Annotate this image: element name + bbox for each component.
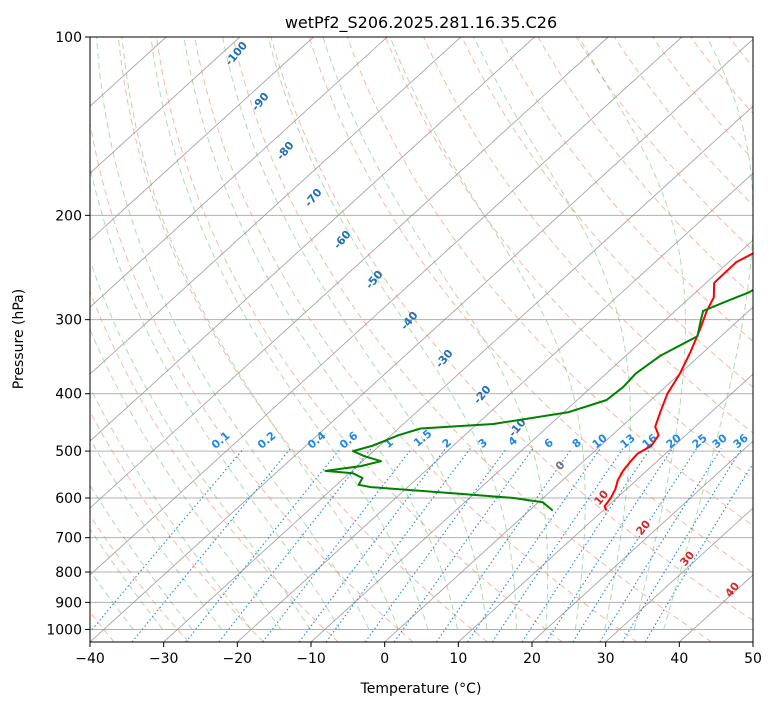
isotherm-line [90, 37, 609, 509]
isotherm-line [237, 172, 753, 642]
isotherm-line [310, 239, 753, 642]
mixing-ratio-line [364, 448, 507, 642]
mixing-ratio-line [185, 448, 341, 642]
mixing-ratio-line [393, 448, 534, 642]
x-tick-label: 0 [380, 651, 389, 667]
mixing-ratio-line [621, 448, 743, 642]
y-tick-label: 200 [55, 208, 82, 224]
isotherm-line [458, 373, 753, 642]
dry-adiabat-line [194, 37, 638, 642]
mixing-ratio-line [218, 448, 372, 642]
moist-adiabat-line [183, 37, 458, 630]
x-tick-label: 40 [670, 651, 688, 667]
y-tick-label: 900 [55, 595, 82, 611]
moist-adiabat-line [90, 437, 223, 630]
y-tick-label: 700 [55, 531, 82, 547]
dry-adiabat-line [346, 37, 753, 527]
moist-adiabat-line [663, 37, 753, 630]
isotherm-line [90, 38, 753, 642]
x-tick-label: −10 [296, 651, 326, 667]
moist-adiabat-line [150, 37, 429, 630]
x-tick-label: −20 [223, 651, 253, 667]
y-tick-label: 400 [55, 387, 82, 403]
moist-adiabat-line [90, 328, 282, 630]
y-tick-label: 300 [55, 313, 82, 329]
y-tick-label: 100 [55, 30, 82, 46]
mixing-ratio-line [131, 448, 291, 642]
isotherm-line [90, 37, 314, 241]
moist-adiabat-line [473, 37, 631, 630]
mixing-ratio-line [467, 448, 601, 642]
x-tick-label: −40 [75, 651, 105, 667]
dry-adiabat-line [90, 410, 264, 642]
x-tick-label: −30 [149, 651, 179, 667]
x-tick-label: 10 [449, 651, 467, 667]
moist-adiabat-line [322, 37, 549, 630]
dry-adiabat-line [232, 37, 712, 642]
isotherm-line [384, 306, 753, 642]
isotherm-line [90, 37, 241, 174]
mixing-ratio-line [325, 448, 471, 642]
mixing-ratio-line [262, 448, 413, 642]
y-tick-label: 1000 [46, 622, 82, 638]
moist-adiabat-line [222, 37, 488, 630]
dry-adiabat-line [156, 37, 563, 642]
temperature-profile-line [603, 252, 753, 512]
y-tick-label: 600 [55, 491, 82, 507]
isotherm-line [90, 37, 388, 308]
moist-adiabat-line [90, 528, 164, 630]
dewpoint-profile-line [324, 288, 753, 512]
x-tick-label: 20 [523, 651, 541, 667]
background-lines [90, 37, 753, 642]
dry-adiabat-line [270, 37, 753, 622]
y-axis-label: Pressure (hPa) [11, 289, 27, 389]
moist-adiabat-line [578, 37, 686, 630]
moist-adiabat-line [90, 258, 311, 630]
isotherm-line [531, 440, 753, 642]
isotherm-line [605, 507, 753, 642]
mixing-ratio-line [599, 448, 722, 642]
y-tick-label: 500 [55, 444, 82, 460]
x-tick-label: 30 [597, 651, 615, 667]
chart-title: wetPf2_S206.2025.281.16.35.C26 [285, 13, 557, 33]
profile-series [324, 252, 753, 512]
x-axis-label: Temperature (°C) [360, 681, 482, 697]
dry-adiabat-line [308, 37, 753, 574]
y-tick-label: 800 [55, 565, 82, 581]
moist-adiabat-line [267, 37, 517, 630]
dry-adiabat-line [117, 37, 488, 642]
plot-frame [89, 36, 754, 643]
isotherm-line [90, 37, 535, 442]
moist-adiabat-line [90, 569, 134, 630]
isotherm-line [163, 105, 753, 642]
moist-adiabat-line [121, 37, 399, 630]
mixing-ratio-line [521, 448, 651, 642]
axis-ticks: −40 −30 −20 −10 0 10 20 30 40 50 100 200 300 400 500 60… [46, 30, 762, 667]
isotherm-line [90, 37, 462, 375]
moist-adiabat-line [96, 37, 370, 630]
mixing-ratio-line [435, 448, 573, 642]
mixing-ratio-line [545, 448, 673, 642]
mixing-ratio-line [572, 448, 698, 642]
x-tick-label: 50 [744, 651, 762, 667]
moist-adiabat-line [90, 386, 252, 630]
dry-adiabat-line [90, 514, 190, 642]
mixing-ratio-line [491, 448, 624, 642]
isotherm-line [90, 37, 683, 576]
dry-adiabat-line [90, 119, 414, 642]
moist-adiabat-line [90, 484, 193, 630]
